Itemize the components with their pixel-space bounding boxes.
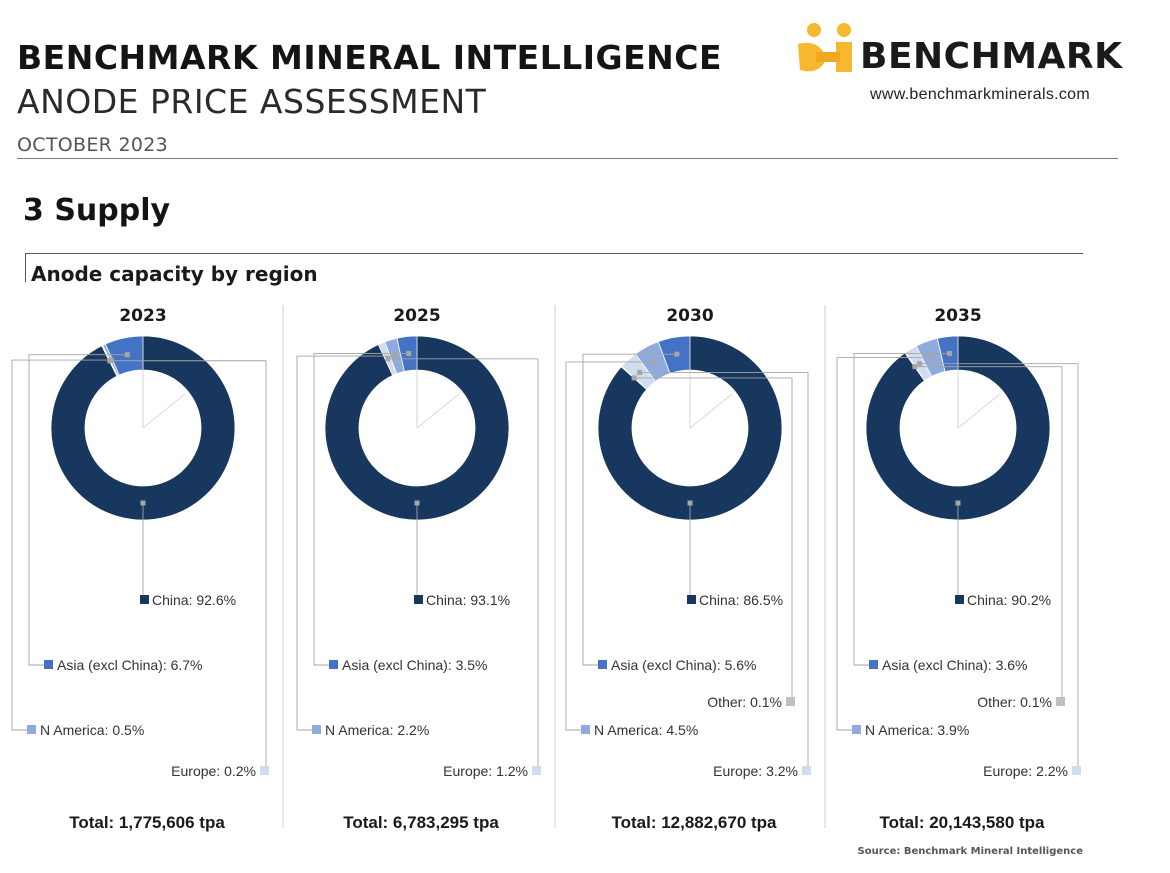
- data-label-2030-europe: Europe: 3.2%: [713, 763, 798, 779]
- header-divider: [17, 158, 1118, 159]
- website-url: www.benchmarkminerals.com: [870, 86, 1091, 103]
- leader-line-2023-europe: [109, 360, 267, 771]
- chart-frame-left: [25, 253, 26, 282]
- legend-swatch-2025-asia-excl-china-: [329, 660, 338, 669]
- leader-line-2023-n-america: [11, 359, 112, 731]
- legend-swatch-2030-asia-excl-china-: [598, 660, 607, 669]
- leader-line-2035-europe: [919, 363, 1079, 771]
- slice-2025-china: [324, 335, 510, 521]
- chart-total-2023: Total: 1,775,606 tpa: [69, 813, 225, 832]
- leader-line-2030-other: [634, 377, 793, 702]
- data-label-2035-asia-excl-china-: Asia (excl China): 3.6%: [882, 657, 1028, 673]
- leader-line-2030-asia-excl-china-: [582, 353, 677, 666]
- slice-2030-china: [597, 335, 783, 521]
- legend-swatch-2025-europe: [532, 766, 541, 775]
- leader-line-2023-asia-excl-china-: [28, 354, 128, 666]
- data-label-2025-asia-excl-china-: Asia (excl China): 3.5%: [342, 657, 488, 673]
- header-date: OCTOBER 2023: [17, 134, 169, 156]
- legend-swatch-2035-europe: [1072, 766, 1081, 775]
- data-label-2030-other: Other: 0.1%: [707, 694, 782, 710]
- hole-line-b-2030: [689, 393, 733, 429]
- legend-swatch-2035-n-america: [852, 725, 861, 734]
- legend-swatch-2035-other: [1056, 697, 1065, 706]
- data-label-2025-europe: Europe: 1.2%: [443, 763, 528, 779]
- data-label-2035-china: China: 90.2%: [967, 592, 1051, 608]
- chart-title: Anode capacity by region: [31, 262, 318, 286]
- data-label-2030-china: China: 86.5%: [699, 592, 783, 608]
- data-label-2035-n-america: N America: 3.9%: [865, 722, 969, 738]
- chart-total-2035: Total: 20,143,580 tpa: [879, 813, 1045, 832]
- slice-2023-china: [50, 335, 236, 521]
- legend-swatch-2025-china: [414, 595, 423, 604]
- data-label-2023-asia-excl-china-: Asia (excl China): 6.7%: [57, 657, 203, 673]
- data-label-2030-n-america: N America: 4.5%: [594, 722, 698, 738]
- data-label-2023-china: China: 92.6%: [152, 592, 236, 608]
- data-label-2025-n-america: N America: 2.2%: [325, 722, 429, 738]
- leader-line-2035-n-america: [836, 357, 933, 731]
- data-label-2030-asia-excl-china-: Asia (excl China): 5.6%: [611, 657, 757, 673]
- chart-total-2025: Total: 6,783,295 tpa: [343, 813, 499, 832]
- header-subtitle: ANODE PRICE ASSESSMENT: [17, 82, 487, 121]
- leader-line-2035-asia-excl-china-: [853, 353, 950, 666]
- data-label-2023-n-america: N America: 0.5%: [40, 722, 144, 738]
- chart-total-2030: Total: 12,882,670 tpa: [611, 813, 777, 832]
- chart-year-2035: 2035: [934, 306, 981, 326]
- slice-2035-china: [865, 335, 1051, 521]
- hole-line-b-2023: [142, 393, 186, 429]
- legend-swatch-2030-europe: [802, 766, 811, 775]
- leader-line-2030-n-america: [565, 361, 655, 731]
- chart-frame-top: [25, 253, 1083, 254]
- data-label-2035-europe: Europe: 2.2%: [983, 763, 1068, 779]
- section-title: 3 Supply: [23, 193, 171, 228]
- leader-line-2025-asia-excl-china-: [313, 353, 409, 666]
- legend-swatch-2023-asia-excl-china-: [44, 660, 53, 669]
- leader-line-2025-europe: [388, 358, 539, 771]
- legend-swatch-2035-asia-excl-china-: [869, 660, 878, 669]
- leader-line-2035-other: [914, 366, 1063, 702]
- legend-swatch-2025-n-america: [312, 725, 321, 734]
- data-label-2035-other: Other: 0.1%: [977, 694, 1052, 710]
- chart-year-2025: 2025: [393, 306, 440, 326]
- hole-line-b-2025: [416, 393, 460, 429]
- legend-swatch-2023-europe: [260, 766, 269, 775]
- hole-line-b-2035: [957, 393, 1001, 429]
- legend-swatch-2023-n-america: [27, 725, 36, 734]
- legend-swatch-2030-n-america: [581, 725, 590, 734]
- source-note: Source: Benchmark Mineral Intelligence: [857, 846, 1083, 857]
- leader-line-2025-n-america: [296, 355, 396, 731]
- leader-line-2030-europe: [639, 371, 809, 771]
- logo-mark-icon: [798, 23, 852, 72]
- header-title: BENCHMARK MINERAL INTELLIGENCE: [17, 38, 723, 77]
- legend-swatch-2035-china: [955, 595, 964, 604]
- data-label-2023-europe: Europe: 0.2%: [171, 763, 256, 779]
- logo-wordmark: BENCHMARK: [860, 36, 1123, 77]
- data-label-2025-china: China: 93.1%: [426, 592, 510, 608]
- benchmark-logo: BENCHMARK: [796, 22, 1136, 82]
- chart-year-2023: 2023: [119, 306, 166, 326]
- chart-year-2030: 2030: [666, 306, 713, 326]
- legend-swatch-2030-china: [687, 595, 696, 604]
- legend-swatch-2023-china: [140, 595, 149, 604]
- legend-swatch-2030-other: [786, 697, 795, 706]
